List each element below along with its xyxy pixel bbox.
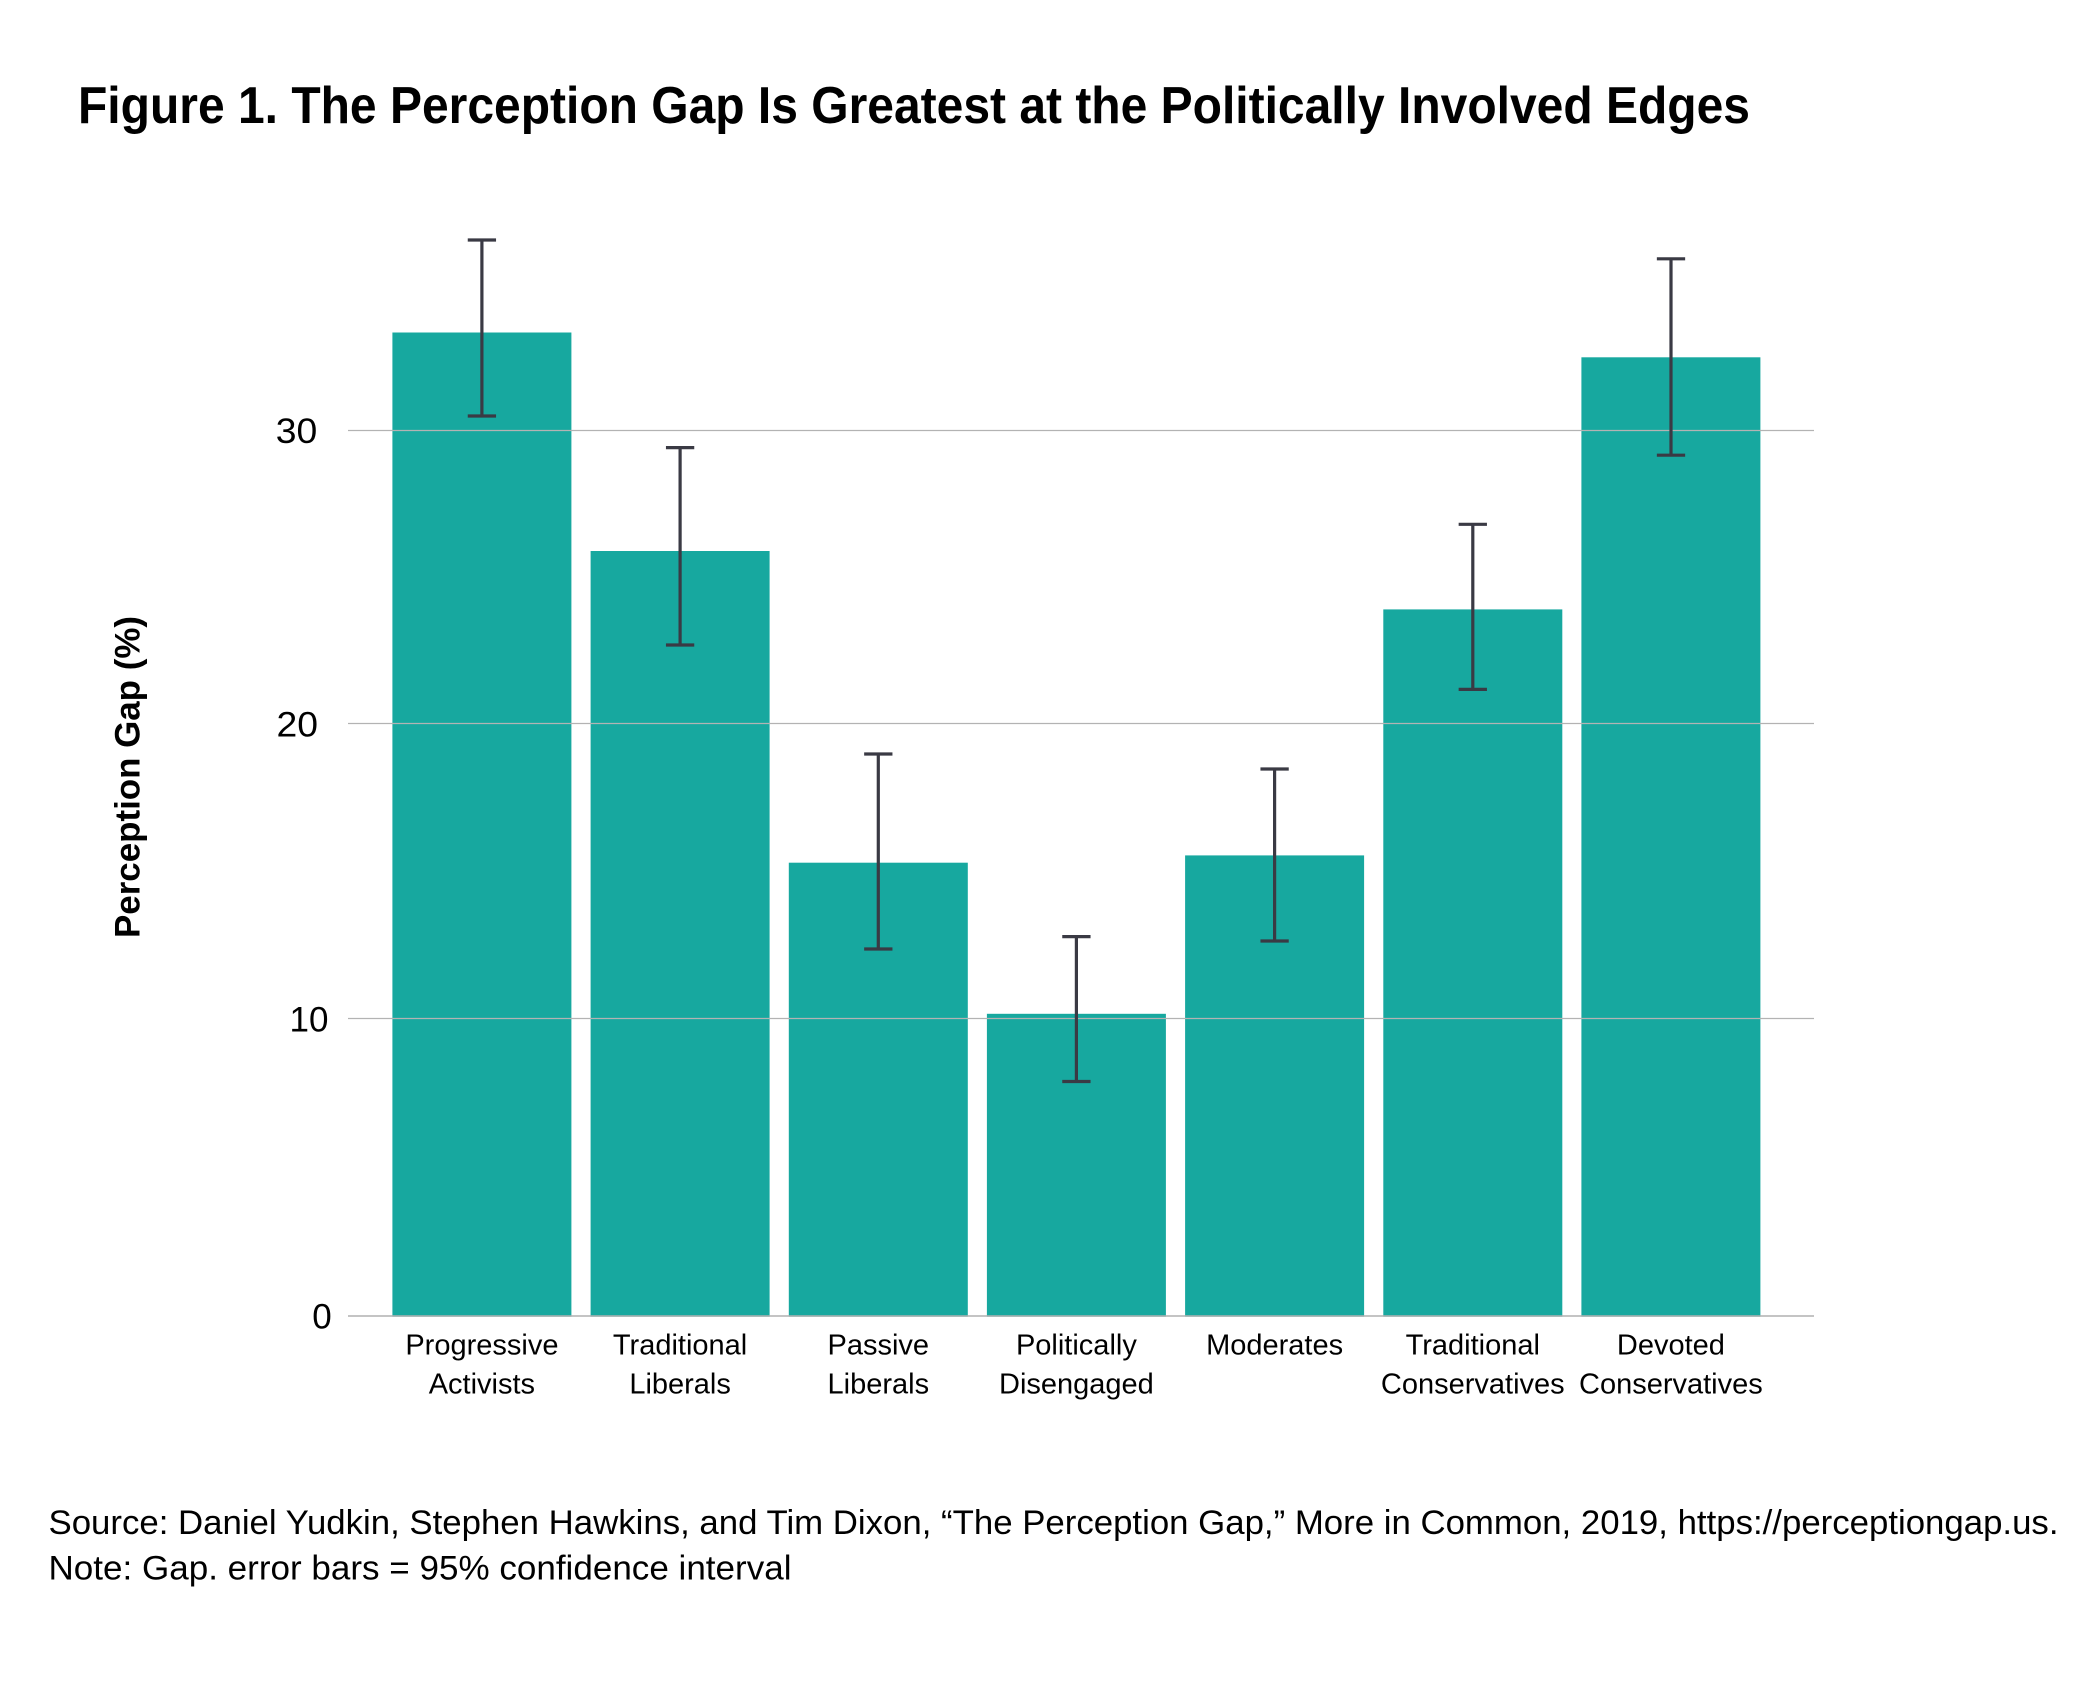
svg-text:Passive: Passive [828,1329,930,1361]
svg-text:Liberals: Liberals [828,1368,930,1400]
svg-text:30: 30 [276,412,318,451]
svg-text:10: 10 [290,1001,329,1040]
svg-text:Conservatives: Conservatives [1381,1368,1565,1400]
svg-text:Traditional: Traditional [613,1329,747,1361]
svg-text:Note: Gap. error bars = 95% co: Note: Gap. error bars = 95% confidence i… [49,1549,792,1587]
svg-text:Devoted: Devoted [1617,1329,1725,1361]
svg-text:Perception Gap (%): Perception Gap (%) [109,616,148,938]
svg-text:Conservatives: Conservatives [1579,1368,1763,1400]
svg-text:Figure 1. The Perception Gap I: Figure 1. The Perception Gap Is Greatest… [78,77,1750,135]
svg-text:Source: Daniel Yudkin, Stephen: Source: Daniel Yudkin, Stephen Hawkins, … [49,1504,2059,1542]
svg-text:Liberals: Liberals [629,1368,731,1400]
svg-text:20: 20 [277,705,319,744]
svg-text:Progressive: Progressive [405,1329,558,1361]
svg-text:Disengaged: Disengaged [999,1368,1154,1400]
svg-text:Traditional: Traditional [1406,1329,1540,1361]
svg-text:Moderates: Moderates [1206,1329,1343,1361]
svg-text:Activists: Activists [429,1368,535,1400]
svg-text:Politically: Politically [1016,1329,1137,1361]
svg-text:0: 0 [312,1298,331,1337]
